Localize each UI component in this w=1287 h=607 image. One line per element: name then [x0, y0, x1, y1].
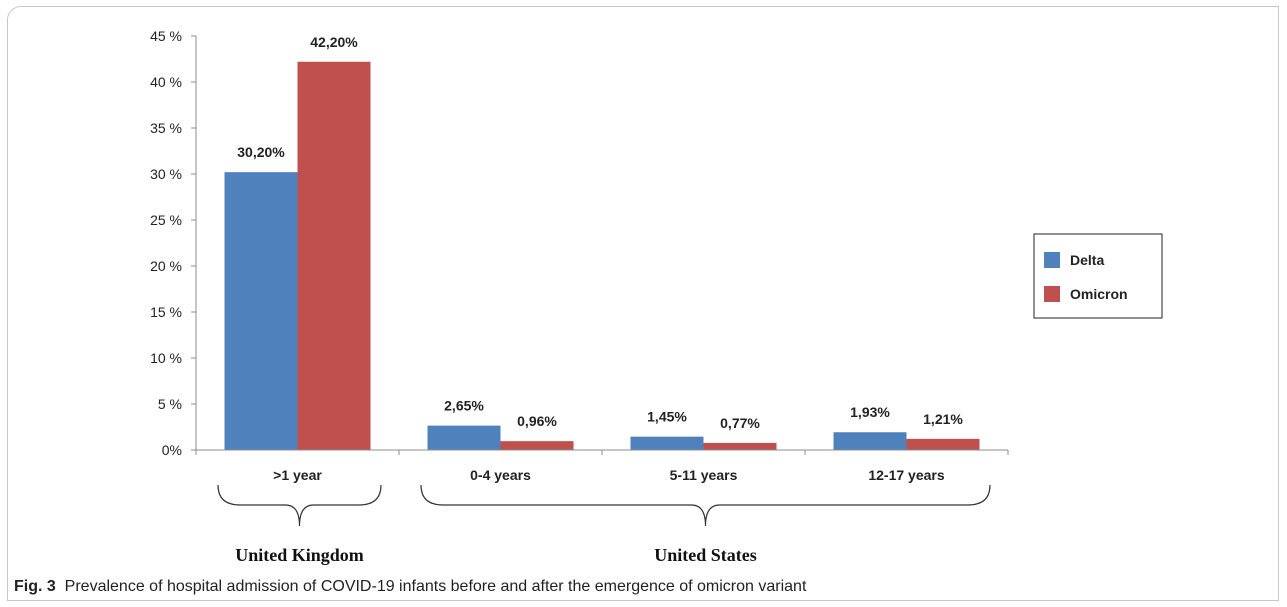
- y-axis: 0% 5 % 10 % 15 % 20 % 25 % 30 % 35 % 40 % 45 %: [150, 28, 197, 458]
- group-brace: [420, 484, 991, 527]
- bar-omicron: [500, 441, 574, 450]
- x-tick-label: 0-4 years: [470, 467, 531, 483]
- data-label: 1,21%: [923, 411, 963, 427]
- bar-delta: [833, 432, 907, 450]
- bars: 30,20% 42,20% 2,65% 0,96% 1,45% 0,77% 1,93% 1,2…: [224, 34, 980, 450]
- bar-omicron: [297, 61, 371, 450]
- y-tick-label: 20 %: [150, 258, 182, 274]
- x-tick-label: 12-17 years: [868, 467, 945, 483]
- bar-delta: [427, 425, 501, 450]
- legend-swatch-omicron: [1044, 286, 1060, 302]
- data-label: 1,93%: [850, 404, 890, 420]
- x-tick-label: >1 year: [273, 467, 322, 483]
- y-tick-label: 30 %: [150, 166, 182, 182]
- y-tick-label: 5 %: [158, 396, 182, 412]
- x-tick-label: 5-11 years: [670, 467, 738, 483]
- y-tick-label: 35 %: [150, 120, 182, 136]
- figure-caption: Fig. 3 Prevalence of hospital admission …: [14, 578, 806, 596]
- data-label: 1,45%: [647, 409, 687, 425]
- legend-label-omicron: Omicron: [1070, 286, 1128, 302]
- y-tick-label: 40 %: [150, 74, 182, 90]
- bar-omicron: [703, 442, 777, 450]
- data-label: 0,77%: [720, 415, 760, 431]
- x-axis: >1 year 0-4 years 5-11 years 12-17 years: [195, 449, 1009, 483]
- data-label: 30,20%: [237, 144, 285, 160]
- bar-omicron: [906, 438, 980, 450]
- group-label: United Kingdom: [235, 545, 364, 565]
- legend: Delta Omicron: [1033, 233, 1163, 319]
- figure-frame: [7, 6, 1279, 601]
- group-label: United States: [654, 545, 757, 565]
- y-tick-label: 10 %: [150, 350, 182, 366]
- data-label: 0,96%: [517, 413, 557, 429]
- group-braces: United Kingdom United States: [217, 484, 991, 565]
- figure-label: Fig. 3: [14, 578, 56, 595]
- group-brace: [217, 484, 382, 527]
- bar-delta: [630, 436, 704, 450]
- y-tick-label: 15 %: [150, 304, 182, 320]
- y-tick-label: 0%: [162, 442, 182, 458]
- legend-swatch-delta: [1044, 252, 1060, 268]
- y-tick-label: 45 %: [150, 28, 182, 44]
- data-label: 2,65%: [444, 398, 484, 414]
- y-tick-label: 25 %: [150, 212, 182, 228]
- bar-delta: [224, 172, 298, 450]
- data-label: 42,20%: [310, 34, 358, 50]
- caption-text: Prevalence of hospital admission of COVI…: [64, 578, 807, 595]
- legend-box: [1033, 233, 1163, 319]
- legend-label-delta: Delta: [1070, 252, 1104, 268]
